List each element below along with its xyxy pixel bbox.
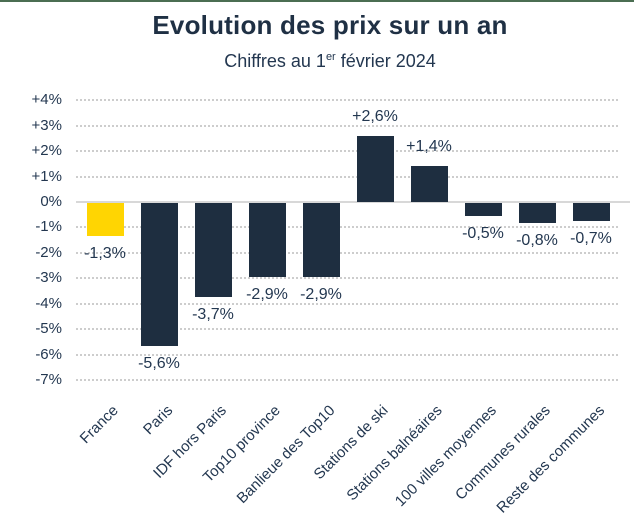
bar-IDF hors Paris — [194, 203, 232, 298]
y-tick-label: -4% — [35, 294, 62, 312]
y-tick-label: -7% — [35, 371, 62, 389]
gridline — [76, 379, 618, 382]
bar-Top10 province — [248, 203, 286, 277]
subtitle-suffix: février 2024 — [335, 51, 436, 71]
bar-100 villes moyennes — [464, 203, 502, 216]
bar-value-label: -0,7% — [570, 229, 612, 247]
zero-axis-line — [76, 201, 630, 203]
category-label: 100 villes moyennes — [391, 402, 501, 511]
bar-Reste des communes — [572, 203, 610, 221]
gridline — [76, 328, 618, 331]
bar-value-label: -0,5% — [462, 224, 504, 242]
y-tick-label: -6% — [35, 345, 62, 363]
top-border-line — [0, 0, 634, 2]
bar-value-label: +1,4% — [406, 138, 452, 156]
bar-value-label: -3,7% — [192, 306, 234, 324]
bar-value-label: -5,6% — [138, 354, 180, 372]
gridline — [76, 150, 618, 153]
y-tick-label: -2% — [35, 243, 62, 261]
gridline — [76, 124, 618, 127]
subtitle-superscript: er — [325, 51, 336, 63]
bar-value-label: -1,3% — [84, 245, 126, 263]
gridline — [76, 302, 618, 305]
y-tick-label: 0% — [40, 193, 62, 210]
category-label: Communes rurales — [452, 402, 555, 504]
bar-France — [86, 203, 124, 237]
category-label: France — [76, 402, 123, 448]
gridline — [76, 99, 618, 102]
gridline — [76, 277, 618, 280]
category-label: Paris — [139, 402, 177, 439]
bar-Stations balnéaires — [410, 166, 448, 202]
gridline — [76, 353, 618, 356]
bar-Paris — [140, 203, 178, 346]
bar-Stations de ski — [356, 135, 394, 202]
y-tick-label: +3% — [31, 116, 62, 134]
y-tick-label: -5% — [35, 320, 62, 338]
bar-value-label: +2,6% — [352, 107, 398, 125]
y-tick-label: +1% — [31, 167, 62, 185]
y-tick-label: +4% — [31, 91, 62, 109]
bar-Communes rurales — [518, 203, 556, 224]
category-label: Reste des communes — [493, 402, 609, 517]
bar-value-label: -2,9% — [246, 285, 288, 303]
gridline — [76, 251, 618, 254]
category-label: Stations balnéaires — [343, 402, 447, 505]
bar-Banlieue des Top10 — [302, 203, 340, 277]
gridline — [76, 226, 618, 229]
gridline — [76, 175, 618, 178]
bar-value-label: -2,9% — [300, 285, 342, 303]
chart-subtitle: Chiffres au 1er février 2024 — [40, 51, 620, 72]
y-tick-label: -1% — [35, 218, 62, 236]
category-label: Banlieue des Top10 — [233, 402, 339, 508]
subtitle-prefix: Chiffres au 1 — [224, 51, 326, 71]
y-tick-label: -3% — [35, 269, 62, 287]
bar-value-label: -0,8% — [516, 232, 558, 250]
y-tick-label: +2% — [31, 142, 62, 160]
chart-title: Evolution des prix sur un an — [152, 10, 508, 40]
